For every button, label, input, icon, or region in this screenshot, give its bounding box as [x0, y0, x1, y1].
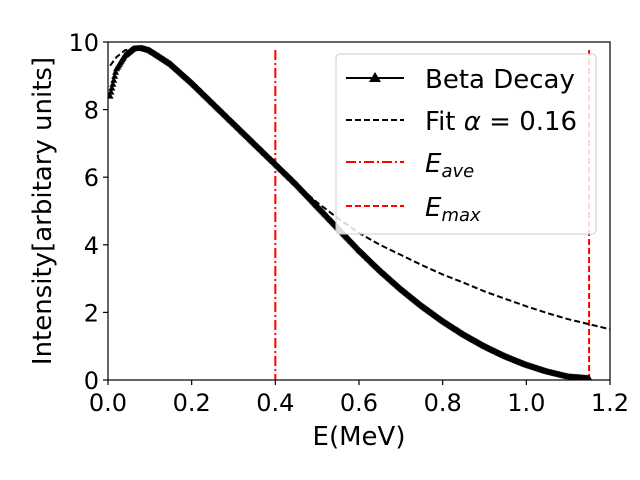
- legend-fit-alpha: α: [464, 107, 481, 137]
- y-tick-label: 2: [84, 299, 99, 327]
- beta-decay-point: [132, 47, 135, 50]
- series-fit-line: [109, 47, 610, 331]
- beta-decay-point: [123, 54, 126, 57]
- legend-fit-label: Fit α = 0.16: [425, 107, 577, 137]
- y-tick-label: 6: [84, 164, 99, 192]
- legend-e-max-label: Emax: [425, 193, 481, 226]
- y-tick-label: 10: [68, 29, 99, 57]
- legend-frame: [335, 53, 597, 235]
- x-tick-label: 0.8: [424, 389, 462, 417]
- beta-decay-point: [546, 370, 549, 373]
- beta-decay-point: [295, 182, 298, 185]
- x-tick-label: 0.0: [89, 389, 127, 417]
- legend-e-ave-label: Eave: [425, 149, 474, 182]
- beta-decay-point: [115, 68, 118, 71]
- y-tick-label: 4: [84, 232, 99, 260]
- beta-decay-point: [420, 304, 423, 307]
- y-tick-label: 8: [84, 97, 99, 125]
- beta-decay-point: [109, 95, 112, 98]
- x-tick-label: 0.4: [256, 389, 294, 417]
- legend-e-ave-sub: ave: [441, 161, 474, 182]
- beta-decay-point: [211, 101, 214, 104]
- x-axis-label: E(MeV): [313, 422, 406, 452]
- beta-decay-point: [190, 81, 193, 84]
- beta-decay-point: [441, 319, 444, 322]
- beta-decay-point: [253, 142, 256, 145]
- legend-fit-prefix: Fit: [425, 107, 464, 137]
- x-tick-label: 0.6: [340, 389, 378, 417]
- beta-decay-point: [358, 248, 360, 251]
- y-tick-label: 0: [84, 367, 99, 395]
- beta-decay-point: [588, 377, 591, 380]
- beta-decay-point: [316, 204, 319, 207]
- beta-decay-point: [483, 345, 486, 348]
- beta-decay-point: [169, 62, 172, 65]
- beta-decay-point: [399, 287, 402, 290]
- legend-e-ave-main: E: [425, 149, 442, 179]
- beta-decay-point: [378, 269, 381, 272]
- legend-beta-decay-marker: [369, 72, 381, 82]
- beta-decay-point: [148, 49, 151, 52]
- series-beta-decay: [108, 44, 593, 380]
- legend-beta-decay-label: Beta Decay: [425, 65, 575, 95]
- beta-decay-point: [462, 333, 465, 336]
- y-axis-label: Intensity[arbitary units]: [28, 57, 58, 365]
- legend-e-max-sub: max: [441, 205, 481, 226]
- x-tick-label: 1.2: [591, 389, 629, 417]
- beta-decay-point: [232, 122, 235, 125]
- beta-decay-point: [567, 375, 570, 378]
- beta-decay-point: [140, 47, 143, 50]
- x-tick-label: 1.0: [507, 389, 545, 417]
- beta-decay-point: [274, 162, 277, 165]
- x-tick-label: 0.2: [173, 389, 211, 417]
- beta-decay-point: [525, 363, 528, 366]
- beta-decay-point: [504, 355, 507, 358]
- legend: Beta Decay Fit α = 0.16 Eave Emax: [335, 53, 597, 235]
- legend-fit-suffix: = 0.16: [481, 107, 577, 137]
- legend-e-max-main: E: [425, 193, 442, 223]
